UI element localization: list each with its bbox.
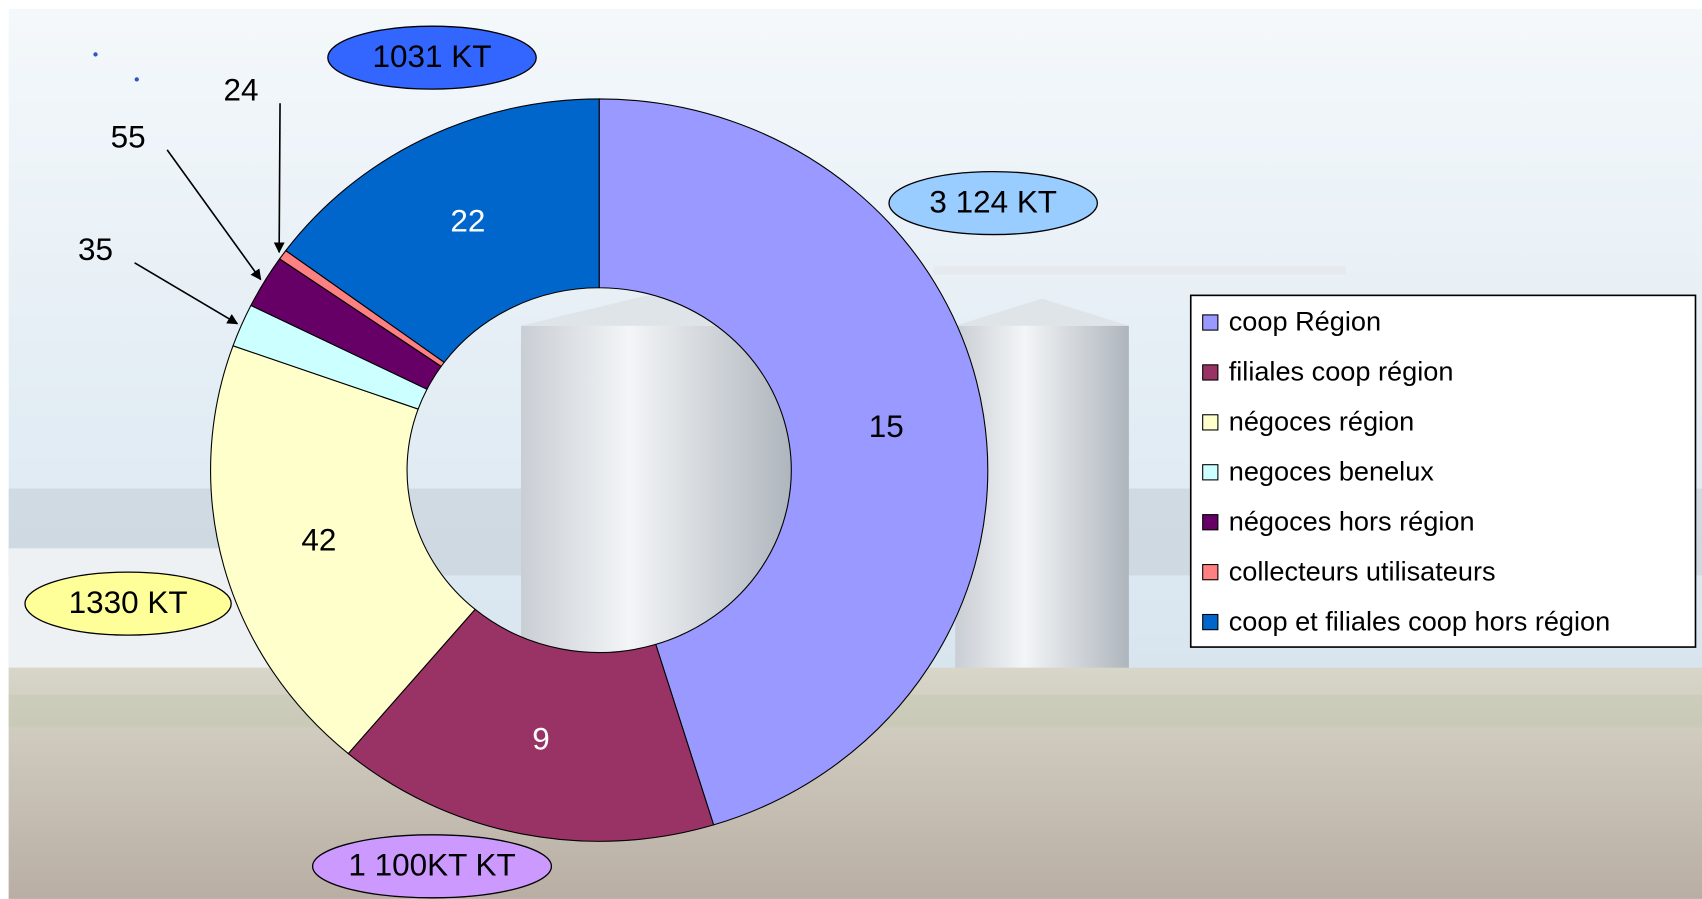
legend-box (1189, 294, 1697, 648)
legend-label: filiales coop région (1229, 356, 1454, 387)
tonnage-bubble (327, 25, 537, 90)
legend-label: coop et filiales coop hors région (1229, 605, 1611, 636)
count-label: 22 (450, 204, 485, 239)
count-label: 15 (869, 409, 904, 444)
legend-swatch (1202, 464, 1219, 481)
legend-swatch (1202, 564, 1219, 581)
legend-swatch (1202, 414, 1219, 431)
tonnage-label: 1330 KT (69, 585, 188, 620)
legend-swatch (1202, 514, 1219, 531)
tonnage-label: 3 124 KT (929, 184, 1057, 219)
tonnage-label: 1031 KT (373, 39, 492, 74)
legend-label: coop Région (1229, 306, 1381, 337)
tonnage-bubble (311, 834, 553, 899)
count-label: 35 (78, 232, 113, 267)
legend: coop Région filiales coop région négoces r… (1189, 294, 1697, 648)
count-label: 9 (532, 722, 550, 757)
legend-label: négoces hors région (1229, 505, 1475, 536)
legend-label: negoces benelux (1229, 456, 1435, 487)
donut-slice (210, 345, 476, 755)
donut-slice (598, 98, 989, 826)
label-arrow (273, 103, 285, 254)
label-arrow (166, 149, 262, 281)
count-label: 24 (223, 73, 258, 108)
tonnage-bubble (24, 571, 232, 636)
count-label: 42 (301, 523, 336, 558)
label-arrow (134, 262, 239, 325)
legend-swatch (1202, 314, 1219, 331)
donut-slice (285, 98, 600, 364)
legend-swatch (1202, 613, 1219, 631)
tonnage-bubble (888, 170, 1099, 236)
donut: 15 3 124 KT 9 1 100KT KT 42 1330 KT 35 55 24 22 10… (24, 25, 1099, 899)
legend-label: collecteurs utilisateurs (1229, 555, 1496, 586)
count-label: 55 (111, 119, 146, 154)
legend-label: négoces région (1229, 406, 1415, 437)
legend-swatch (1202, 364, 1219, 381)
donut-slice (347, 608, 715, 842)
tonnage-label: 1 100KT KT (348, 848, 515, 883)
